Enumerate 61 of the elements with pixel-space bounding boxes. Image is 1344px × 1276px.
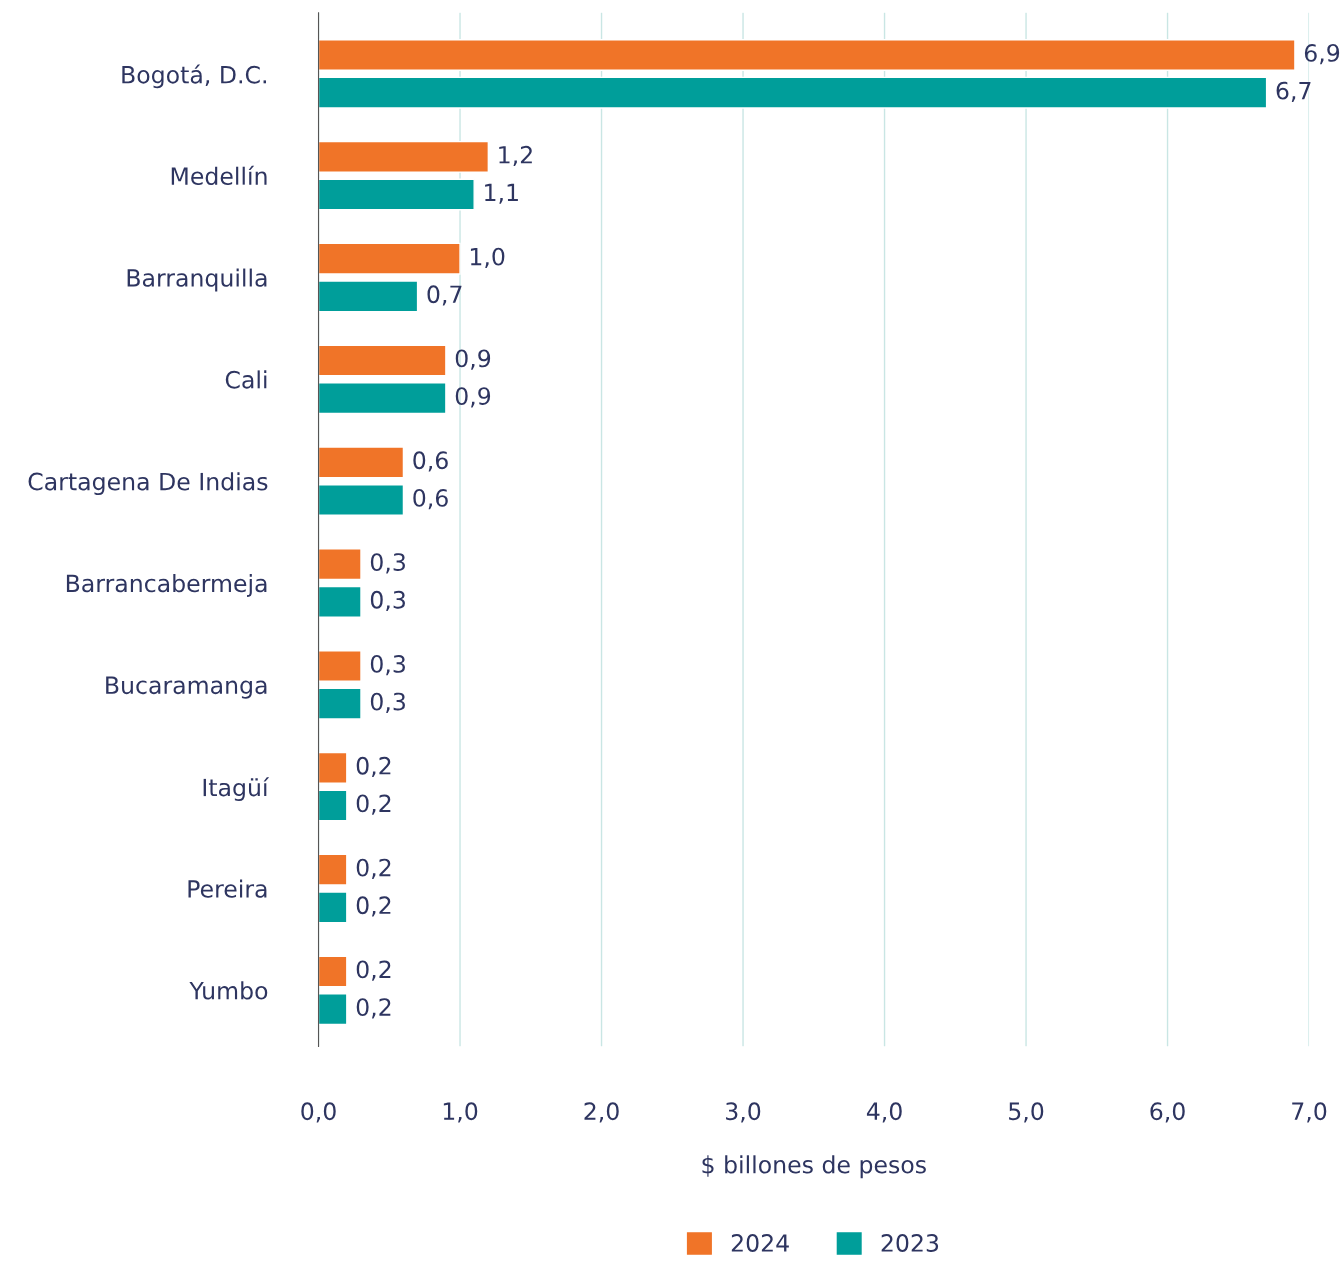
x-tick-label: 6,0 — [1150, 1102, 1185, 1123]
data-label: 0,6 — [413, 451, 448, 472]
x-tick-label: 5,0 — [1009, 1102, 1044, 1123]
y-tick-label: Bogotá, D.C. — [122, 64, 266, 89]
legend-label: 2024 — [731, 1234, 789, 1252]
data-label: 0,9 — [455, 387, 491, 408]
y-tick-label: Medellín — [171, 165, 267, 185]
bar — [318, 650, 362, 682]
x-tick-label: 2,0 — [584, 1102, 619, 1123]
data-label: 0,3 — [370, 590, 405, 612]
y-tick-label: Cali — [225, 370, 267, 389]
bar — [318, 891, 348, 924]
y-tick-label: Bucaramanga — [106, 676, 267, 699]
bar — [318, 178, 475, 211]
y-tick-label: Pereira — [188, 879, 267, 898]
data-label: 1,2 — [499, 145, 532, 167]
bar — [318, 853, 348, 886]
bar — [318, 751, 348, 784]
y-tick-label: Cartagena De Indias — [28, 472, 268, 496]
x-axis-title: $ billones de pesos — [702, 1155, 926, 1179]
data-label: 0,2 — [356, 998, 391, 1019]
y-tick-label: Barranquilla — [127, 268, 267, 292]
data-label: 0,3 — [370, 654, 405, 676]
bar — [318, 76, 1268, 109]
bar — [318, 993, 348, 1026]
y-tick-label: Barrancabermeja — [66, 574, 267, 597]
data-label: 0,2 — [356, 756, 391, 778]
legend-label: 2023 — [881, 1234, 939, 1252]
x-tick-label: 4,0 — [866, 1102, 902, 1123]
bar — [318, 140, 490, 173]
bar — [318, 382, 447, 415]
x-tick-label: 1,0 — [443, 1102, 478, 1123]
data-label: 1,1 — [485, 183, 518, 204]
bar — [318, 446, 405, 479]
data-label: 0,9 — [455, 349, 491, 370]
y-tick-label: Itagüí — [203, 777, 270, 802]
data-label: 0,2 — [356, 896, 391, 917]
bar — [318, 585, 362, 618]
bar — [318, 955, 348, 988]
y-tick-label: Yumbo — [189, 981, 268, 1000]
bar — [318, 280, 419, 313]
bar — [318, 242, 461, 275]
data-label: 0,3 — [370, 692, 405, 713]
x-tick-label: 7,0 — [1292, 1102, 1327, 1123]
data-label: 0,2 — [356, 858, 391, 879]
bar — [318, 789, 348, 822]
data-label: 6,9 — [1304, 44, 1340, 65]
bar — [318, 344, 447, 377]
data-label: 0,2 — [356, 960, 391, 981]
x-tick-label: 3,0 — [726, 1102, 761, 1123]
bar — [318, 548, 362, 581]
bar — [318, 484, 405, 516]
bar — [318, 39, 1296, 71]
data-label: 1,0 — [470, 247, 505, 268]
bar — [318, 687, 362, 720]
data-label: 0,3 — [370, 553, 405, 574]
x-tick-label: 0,0 — [301, 1102, 336, 1123]
data-label: 6,7 — [1276, 81, 1311, 102]
data-label: 0,2 — [356, 794, 391, 815]
data-label: 0,6 — [413, 489, 448, 510]
data-label: 0,7 — [427, 285, 462, 306]
